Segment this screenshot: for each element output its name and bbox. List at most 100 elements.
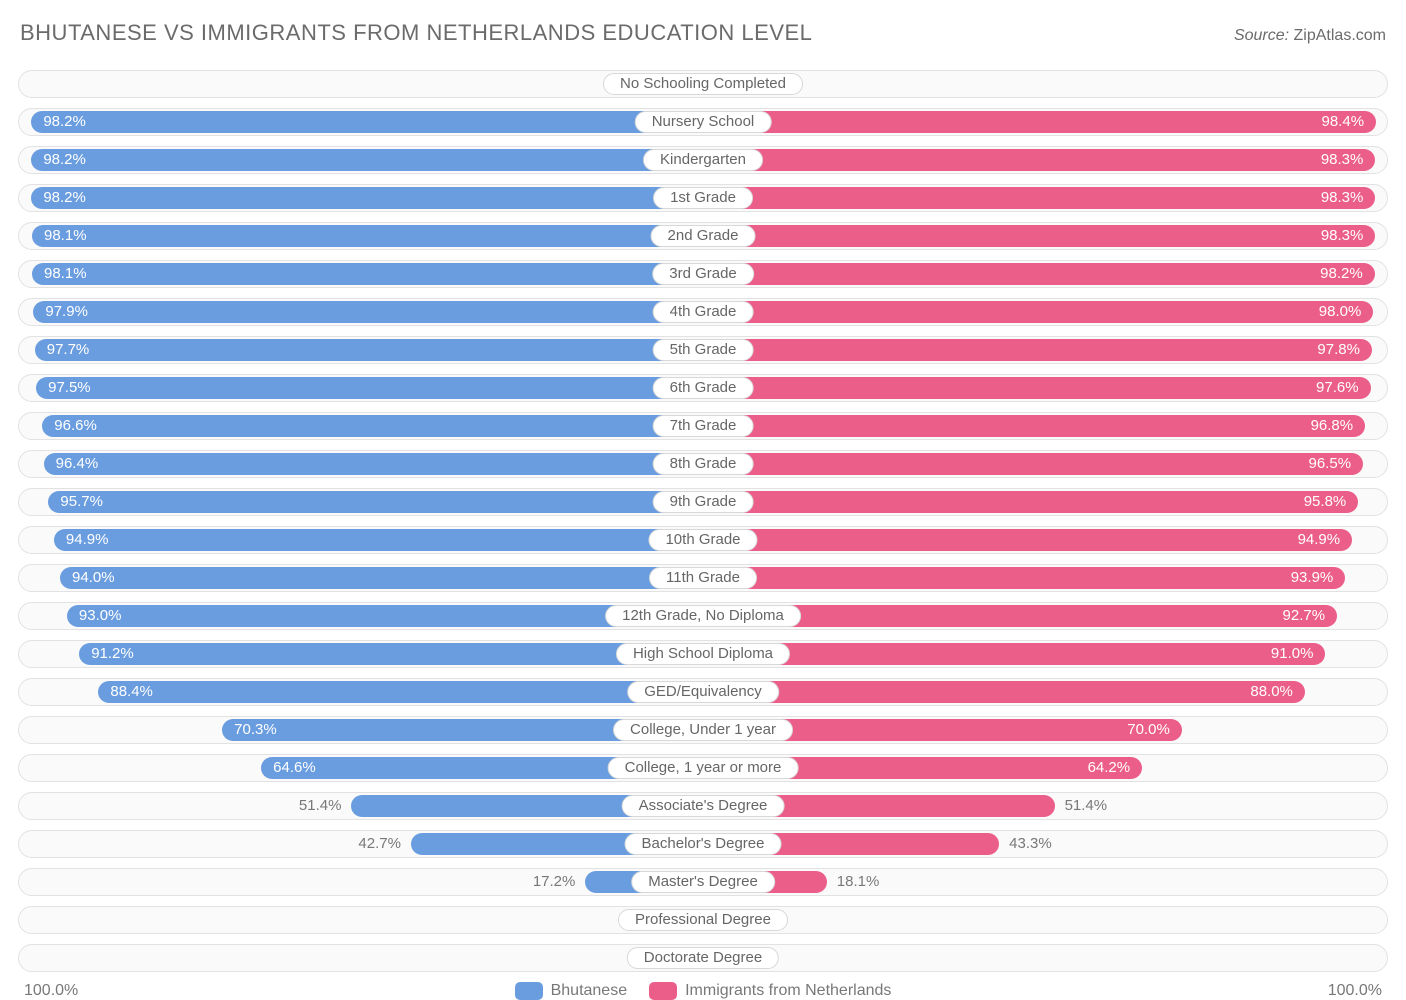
- axis-max-left: 100.0%: [24, 982, 78, 1000]
- chart-row: 17.2%18.1%Master's Degree: [18, 868, 1388, 896]
- axis-max-right: 100.0%: [1328, 982, 1382, 1000]
- chart-row: 70.3%70.0%College, Under 1 year: [18, 716, 1388, 744]
- category-label: 6th Grade: [653, 377, 754, 399]
- value-right: 92.7%: [1271, 603, 1338, 629]
- bar-right: [703, 149, 1375, 171]
- category-label: Professional Degree: [618, 909, 788, 931]
- category-label: Associate's Degree: [622, 795, 785, 817]
- category-label: 4th Grade: [653, 301, 754, 323]
- bar-left: [79, 643, 703, 665]
- category-label: 2nd Grade: [651, 225, 756, 247]
- category-label: 5th Grade: [653, 339, 754, 361]
- value-right: 98.4%: [1310, 109, 1377, 135]
- chart-row: 95.7%95.8%9th Grade: [18, 488, 1388, 516]
- chart-row: 2.3%2.5%Doctorate Degree: [18, 944, 1388, 972]
- bar-left: [32, 225, 703, 247]
- bar-right: [703, 529, 1352, 551]
- value-right: 43.3%: [999, 831, 1062, 857]
- value-right: 98.0%: [1307, 299, 1374, 325]
- legend-item-right: Immigrants from Netherlands: [649, 982, 891, 1000]
- bar-left: [35, 339, 703, 361]
- bar-left: [42, 415, 703, 437]
- bar-right: [703, 567, 1345, 589]
- value-right: 93.9%: [1279, 565, 1346, 591]
- value-left: 51.4%: [289, 793, 352, 819]
- legend-swatch-left: [515, 982, 543, 1000]
- bar-left: [31, 187, 703, 209]
- category-label: 9th Grade: [653, 491, 754, 513]
- chart-row: 94.9%94.9%10th Grade: [18, 526, 1388, 554]
- value-right: 95.8%: [1292, 489, 1359, 515]
- value-left: 70.3%: [222, 717, 289, 743]
- value-left: 98.1%: [32, 223, 99, 249]
- value-right: 98.2%: [1308, 261, 1375, 287]
- source: Source: ZipAtlas.com: [1234, 27, 1386, 45]
- chart-row: 96.6%96.8%7th Grade: [18, 412, 1388, 440]
- category-label: Master's Degree: [631, 871, 775, 893]
- value-right: 96.5%: [1297, 451, 1364, 477]
- category-label: Kindergarten: [643, 149, 763, 171]
- bar-left: [36, 377, 703, 399]
- value-left: 94.0%: [60, 565, 127, 591]
- source-label: Source:: [1234, 27, 1289, 44]
- chart-container: BHUTANESE VS IMMIGRANTS FROM NETHERLANDS…: [0, 0, 1406, 975]
- value-left: 96.6%: [42, 413, 109, 439]
- value-left: 98.2%: [31, 109, 98, 135]
- chart-row: 51.4% 51.4% Associate's Degree: [18, 792, 1388, 820]
- value-right: 98.3%: [1309, 185, 1376, 211]
- bar-left: [60, 567, 703, 589]
- bar-right: [703, 187, 1375, 209]
- value-right: 97.8%: [1305, 337, 1372, 363]
- bar-left: [54, 529, 703, 551]
- bar-left: [33, 301, 703, 323]
- value-right: 94.9%: [1286, 527, 1353, 553]
- value-left: 97.7%: [35, 337, 102, 363]
- legend-label-right: Immigrants from Netherlands: [685, 982, 891, 1000]
- legend-label-left: Bhutanese: [551, 982, 628, 1000]
- bar-left: [32, 263, 703, 285]
- chart-row: 97.9% 98.0% 4th Grade: [18, 298, 1388, 326]
- value-right: 97.6%: [1304, 375, 1371, 401]
- bar-left: [48, 491, 703, 513]
- bar-right: [703, 491, 1358, 513]
- bar-left: [44, 453, 703, 475]
- bar-right: [703, 263, 1375, 285]
- chart-row: 64.6%64.2%College, 1 year or more: [18, 754, 1388, 782]
- chart-row: 5.4%5.8%Professional Degree: [18, 906, 1388, 934]
- chart-row: 98.2% 98.3% 1st Grade: [18, 184, 1388, 212]
- category-label: 1st Grade: [653, 187, 753, 209]
- source-value: ZipAtlas.com: [1294, 27, 1386, 44]
- value-left: 98.1%: [32, 261, 99, 287]
- category-label: 3rd Grade: [652, 263, 754, 285]
- value-right: 98.3%: [1309, 223, 1376, 249]
- value-right: 91.0%: [1259, 641, 1326, 667]
- bar-right: [703, 111, 1376, 133]
- value-right: 51.4%: [1055, 793, 1118, 819]
- bar-right: [703, 301, 1373, 323]
- value-left: 98.2%: [31, 185, 98, 211]
- value-left: 88.4%: [98, 679, 165, 705]
- value-left: 94.9%: [54, 527, 121, 553]
- bar-right: [703, 681, 1305, 703]
- value-right: 64.2%: [1076, 755, 1143, 781]
- category-label: 11th Grade: [649, 567, 757, 589]
- category-label: GED/Equivalency: [627, 681, 779, 703]
- bar-right: [703, 339, 1372, 361]
- bar-left: [31, 111, 703, 133]
- category-label: No Schooling Completed: [603, 73, 803, 95]
- value-left: 97.5%: [36, 375, 103, 401]
- value-left: 17.2%: [523, 869, 586, 895]
- category-label: Doctorate Degree: [627, 947, 779, 969]
- value-left: 97.9%: [33, 299, 100, 325]
- chart-row: 98.2%98.4%Nursery School: [18, 108, 1388, 136]
- value-left: 98.2%: [31, 147, 98, 173]
- chart-row: 88.4% 88.0% GED/Equivalency: [18, 678, 1388, 706]
- value-left: 42.7%: [348, 831, 411, 857]
- category-label: High School Diploma: [616, 643, 790, 665]
- chart-row: 1.8%1.7%No Schooling Completed: [18, 70, 1388, 98]
- value-left: 64.6%: [261, 755, 328, 781]
- value-right: 88.0%: [1238, 679, 1305, 705]
- category-label: College, Under 1 year: [613, 719, 793, 741]
- chart-row: 97.7% 97.8% 5th Grade: [18, 336, 1388, 364]
- legend: Bhutanese Immigrants from Netherlands: [515, 982, 892, 1000]
